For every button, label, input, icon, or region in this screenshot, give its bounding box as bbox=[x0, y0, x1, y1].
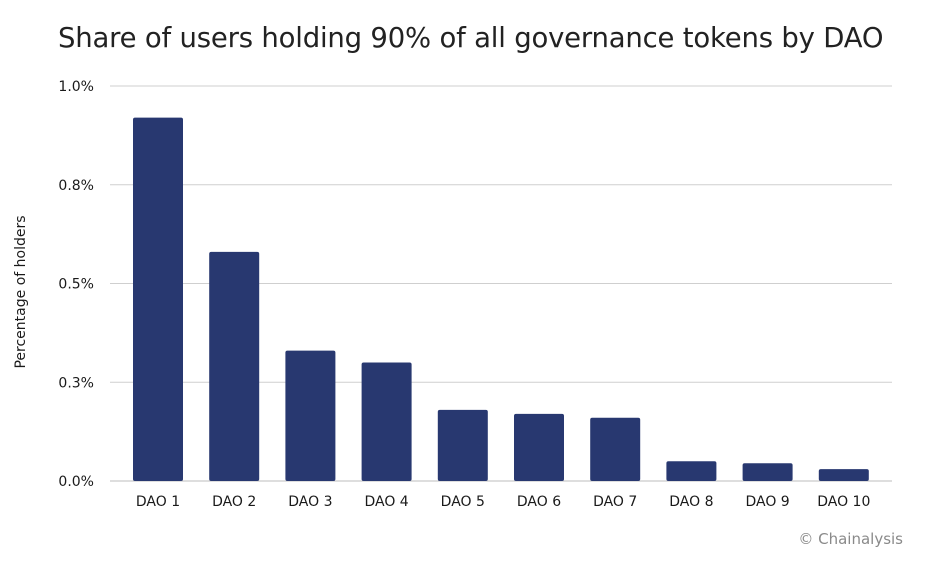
bars-layer bbox=[133, 117, 869, 481]
y-tick-label: 0.0% bbox=[58, 474, 94, 490]
x-tick-label: DAO 1 bbox=[136, 494, 180, 510]
y-axis-label: Percentage of holders bbox=[13, 215, 29, 368]
footer-credit: © Chainalysis bbox=[798, 530, 903, 548]
y-tick-label: 0.8% bbox=[58, 178, 94, 194]
bar bbox=[590, 417, 641, 481]
bar bbox=[209, 251, 260, 481]
bar bbox=[437, 409, 488, 481]
bar bbox=[133, 117, 183, 481]
y-tick-label: 0.5% bbox=[58, 277, 94, 293]
chart-title: Share of users holding 90% of all govern… bbox=[58, 22, 884, 54]
x-tick-label: DAO 7 bbox=[593, 494, 637, 510]
bar bbox=[666, 461, 717, 481]
x-tick-label: DAO 6 bbox=[517, 494, 561, 510]
x-tick-label: DAO 10 bbox=[817, 494, 870, 510]
x-tick-label: DAO 9 bbox=[745, 494, 789, 510]
x-tick-label: DAO 2 bbox=[212, 494, 256, 510]
x-tick-label: DAO 3 bbox=[288, 494, 332, 510]
x-tick-label: DAO 5 bbox=[441, 494, 485, 510]
y-tick-label: 0.3% bbox=[58, 375, 94, 391]
bar bbox=[818, 469, 869, 481]
x-axis-ticks: DAO 1 DAO 2 DAO 3 DAO 4 DAO 5 DAO 6 DAO 7 DAO 8… bbox=[136, 494, 871, 510]
bar bbox=[742, 463, 793, 481]
x-tick-label: DAO 8 bbox=[669, 494, 713, 510]
bar bbox=[361, 362, 412, 481]
y-tick-label: 1.0% bbox=[58, 79, 94, 95]
bar bbox=[285, 350, 336, 481]
x-tick-label: DAO 4 bbox=[364, 494, 408, 510]
bar bbox=[514, 413, 564, 481]
y-axis-ticks: 0.0% 0.3% 0.5% 0.8% 1.0% bbox=[58, 79, 94, 490]
